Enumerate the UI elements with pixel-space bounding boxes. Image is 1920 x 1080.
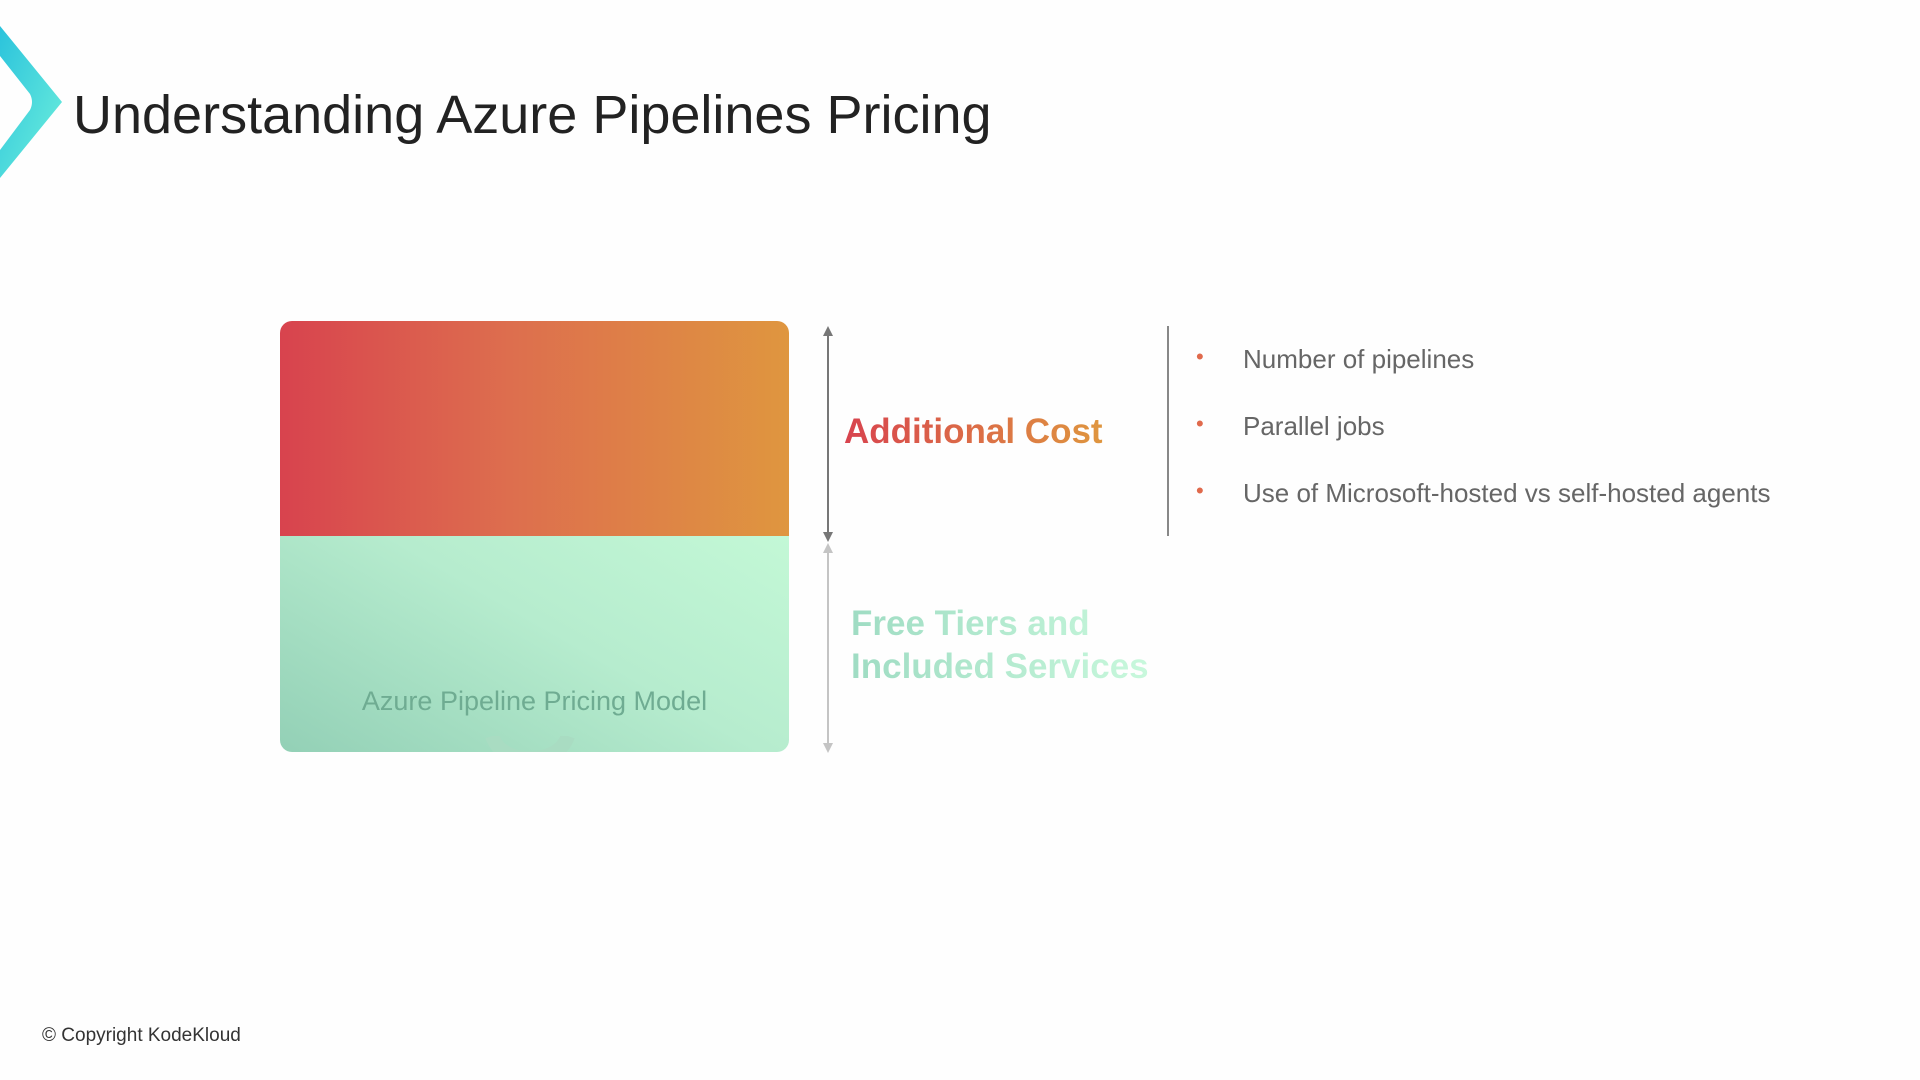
page-title: Understanding Azure Pipelines Pricing xyxy=(73,85,992,145)
free-tiers-label: Free Tiers and Included Services xyxy=(851,602,1149,688)
list-item-label: Parallel jobs xyxy=(1243,411,1385,441)
divider xyxy=(1167,326,1169,536)
kodekloud-logo-icon xyxy=(0,26,62,178)
additional-cost-section xyxy=(280,321,789,536)
free-tiers-line2: Included Services xyxy=(851,647,1149,686)
additional-cost-label: Additional Cost xyxy=(844,412,1103,451)
bullet-icon: • xyxy=(1196,478,1204,503)
cost-factors-list: • Number of pipelines • Parallel jobs • Use… xyxy=(1196,344,1770,545)
list-item: • Number of pipelines xyxy=(1196,344,1770,411)
list-item: • Parallel jobs xyxy=(1196,411,1770,478)
copyright: © Copyright KodeKloud xyxy=(42,1025,241,1046)
bullet-icon: • xyxy=(1196,411,1204,436)
pricing-model-box: Azure Pipeline Pricing Model xyxy=(280,321,789,752)
free-tiers-line1: Free Tiers and xyxy=(851,604,1090,643)
free-tier-section xyxy=(280,536,789,752)
dollar-icon xyxy=(485,736,575,752)
bullet-icon: • xyxy=(1196,344,1204,369)
double-arrow-icon xyxy=(823,326,833,542)
box-label: Azure Pipeline Pricing Model xyxy=(361,686,708,716)
list-item-label: Number of pipelines xyxy=(1243,344,1475,374)
list-item: • Use of Microsoft-hosted vs self-hosted … xyxy=(1196,478,1770,545)
double-arrow-icon xyxy=(823,543,833,753)
list-item-label: Use of Microsoft-hosted vs self-hosted a… xyxy=(1243,478,1771,508)
